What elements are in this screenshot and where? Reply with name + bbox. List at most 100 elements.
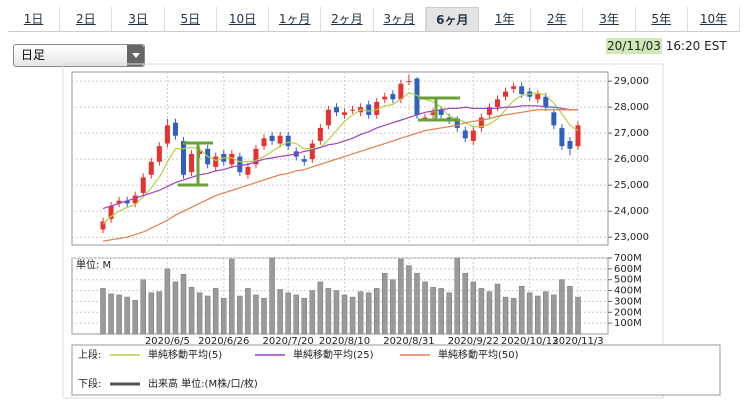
volume-bar [365,292,372,335]
candle-body [374,101,380,115]
y-tick-label: 23,000 [614,232,649,243]
volume-bar [309,290,316,335]
volume-bar [502,296,509,335]
period-tab[interactable]: 3日 [112,7,165,31]
period-tab[interactable]: 3ヶ月 [374,7,426,31]
period-tab[interactable]: 5日 [165,7,217,31]
candle-body [382,96,388,100]
volume-bar [156,291,163,335]
x-tick-label: 2020/8/31 [383,336,434,347]
volume-bar [261,297,267,335]
volume-bar [446,292,452,335]
interval-dropdown[interactable]: 日足 [13,44,145,67]
period-tab[interactable]: 3年 [583,7,636,31]
ma-line [102,92,579,225]
volume-bar [269,257,275,335]
candle-body [535,94,541,100]
dropdown-label: 日足 [21,48,46,62]
volume-bar [567,285,573,335]
candle-body [213,156,219,167]
candle-body [350,109,356,111]
volume-bar [438,288,444,335]
volume-bar [140,279,147,335]
candle-body [269,135,275,141]
volume-bar [478,288,485,335]
volume-bar [510,297,517,335]
period-tabs: 1日 2日 3日 5日 10日 1ヶ月 2ヶ月 3ヶ月 6ヶ月 1年 2年 3年 5年 10年 [8,7,741,32]
candle-body [567,140,573,149]
legend-entry: 単純移動平均(5) [148,348,222,361]
volume-bar [212,288,219,335]
candle-body [229,153,235,165]
volume-bar [349,296,356,335]
candle-body [253,148,259,165]
volume-bar [245,288,251,335]
volume-bar [229,258,235,335]
date: 20/11/03 [606,38,662,54]
period-tab[interactable]: 1日 [8,7,61,31]
period-tab[interactable]: 6ヶ月 [425,7,479,31]
volume-bar [100,288,106,335]
volume-bar [188,287,195,335]
candle-body [140,177,146,193]
period-tab[interactable]: 2日 [60,7,113,31]
y-tick-label: 400M [614,286,642,297]
ma-line [102,105,578,210]
volume-bar [333,290,340,335]
y-tick-label: 27,000 [614,128,649,139]
period-tab[interactable]: 2年 [531,7,584,31]
y-tick-label: 28,000 [614,102,649,113]
period-tab[interactable]: 1ヶ月 [269,7,322,31]
candle-body [164,125,170,144]
candle-body [470,130,476,141]
candle-body [543,96,549,108]
period-tab[interactable]: 5年 [636,7,688,31]
volume-bar [551,294,557,335]
candle-body [301,159,307,162]
candle-body [494,99,500,108]
volume-bar [108,293,114,335]
candle-body [519,86,525,95]
period-tab[interactable]: 10年 [688,7,741,31]
candle-body [245,166,251,175]
y-tick-label: 700M [614,253,642,264]
y-tick-label: 500M [614,275,642,286]
pattern-annotations [178,96,460,187]
volume-bar [575,296,581,335]
volume-bar [526,292,533,335]
candle-body [503,91,509,97]
legend-entry: 単純移動平均(25) [293,348,374,361]
period-tab[interactable]: 10日 [217,7,270,31]
x-tick-label: 2020/7/20 [263,336,314,347]
volume-bar [373,288,380,335]
candle-body [511,86,517,89]
candle-body [189,153,195,173]
volume-bar [116,294,122,335]
volume-bar [180,274,187,335]
timestamp: 20/11/03 16:20 EST [606,38,727,54]
volume-bar [124,296,130,335]
volume-bar [390,279,396,335]
candle-body [197,151,203,154]
volume-bar [382,272,388,335]
candle-body [422,117,428,119]
volume-bar [543,291,549,335]
candle-body [462,130,468,139]
volume-bar [430,287,436,335]
x-tick-label: 2020/8/10 [319,336,370,347]
volume-bar [494,283,501,335]
marks: 2020/6/5 2020/6/26 2020/7/20 2020/8/10 2020/… [72,72,649,390]
candle-body [261,138,267,147]
period-tab[interactable]: 2ヶ月 [321,7,374,31]
time: 16:20 EST [665,39,727,53]
volume-bar [422,281,428,335]
volume-bar [132,300,138,335]
candle-body [551,112,557,126]
volume-bar [293,294,299,335]
volume-bar [204,295,211,335]
candle-body [124,200,130,204]
volume-bar [164,268,171,335]
volume-bar [462,272,469,335]
period-tab[interactable]: 1年 [479,7,532,31]
